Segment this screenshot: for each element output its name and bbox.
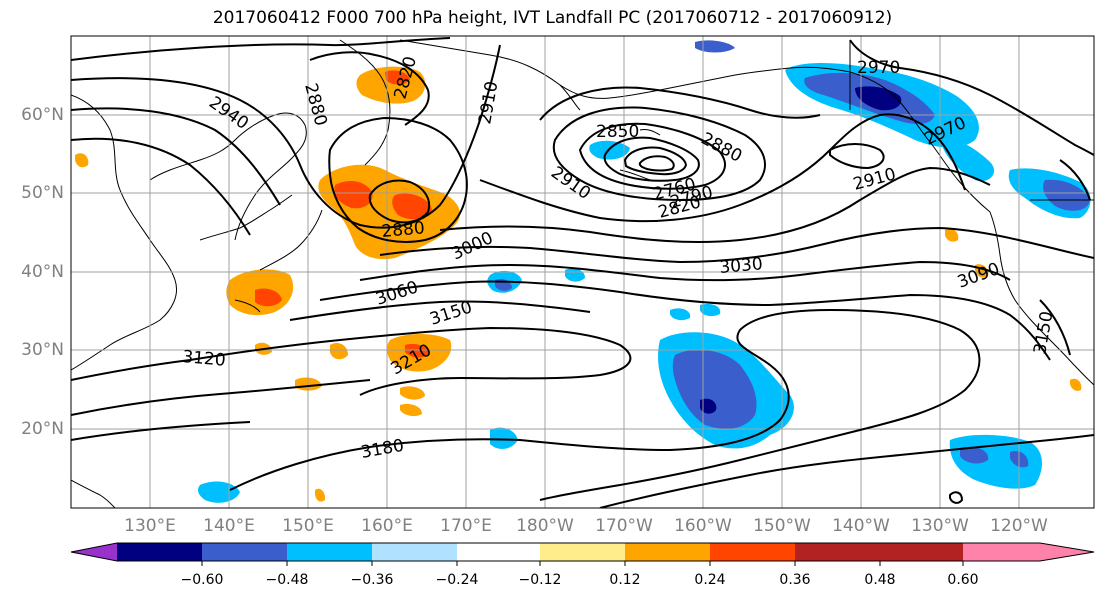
lon-label-150w: 150°W (753, 516, 811, 536)
map-frame (70, 35, 1095, 509)
colorbar-tick-label: 0.12 (609, 572, 641, 588)
lon-label-150e: 150°E (282, 516, 334, 536)
lat-label-60n: 60°N (21, 105, 64, 125)
colorbar-bin (202, 543, 287, 561)
colorbar-tick-label: 0.60 (947, 572, 979, 588)
lon-label-180w: 180°W (516, 516, 574, 536)
lat-label-20n: 20°N (21, 419, 64, 439)
lon-label-140e: 140°E (203, 516, 255, 536)
lon-label-130w: 130°W (911, 516, 969, 536)
colorbar-tick-label: 0.24 (694, 572, 726, 588)
colorbar-tick-label: −0.60 (180, 572, 224, 588)
lon-label-170e: 170°E (440, 516, 492, 536)
map-field: 2940 2880 2820 2910 2850 2880 2970 2970 … (71, 36, 1094, 508)
lat-label-50n: 50°N (21, 183, 64, 203)
lat-label-30n: 30°N (21, 340, 64, 360)
contour-label: 2970 (857, 58, 900, 78)
colorbar-tick-label: 0.48 (864, 572, 896, 588)
colorbar-tick-label: 0.36 (779, 572, 811, 588)
lon-label-160e: 160°E (361, 516, 413, 536)
ivt-positive-regions (75, 66, 1082, 502)
colorbar-tick-label: −0.24 (435, 572, 479, 588)
colorbar-bin (457, 543, 540, 561)
lon-label-130e: 130°E (124, 516, 176, 536)
colorbar-tick-label: −0.12 (518, 572, 562, 588)
colorbar-bin (710, 543, 795, 561)
contour-label: 2850 (596, 122, 639, 142)
colorbar-bin (625, 543, 710, 561)
contour-label: 3120 (182, 347, 227, 371)
map-title: 2017060412 F000 700 hPa height, IVT Land… (212, 8, 893, 28)
colorbar-bin (372, 543, 457, 561)
colorbar-extend-low (71, 543, 117, 561)
contour-label: 2880 (381, 218, 426, 242)
colorbar-tick-label: −0.36 (350, 572, 394, 588)
colorbar-bin (540, 543, 625, 561)
height-contours (71, 37, 1094, 508)
colorbar-tick-label: −0.48 (265, 572, 309, 588)
coastlines (71, 39, 1094, 508)
colorbar-bin (287, 543, 372, 561)
lat-label-40n: 40°N (21, 262, 64, 282)
lon-label-160w: 160°W (674, 516, 732, 536)
colorbar-bin (117, 543, 202, 561)
colorbar-bin (795, 543, 880, 561)
lon-label-140w: 140°W (832, 516, 890, 536)
colorbar (70, 542, 1095, 566)
colorbar-extend-high-fill (963, 543, 1094, 561)
ivt-negative-regions (197, 40, 1091, 503)
lon-label-170w: 170°W (595, 516, 653, 536)
colorbar-ticks (201, 561, 964, 566)
contour-label: 3030 (719, 254, 764, 278)
lon-label-120w: 120°W (990, 516, 1048, 536)
colorbar-outline (70, 542, 1095, 562)
